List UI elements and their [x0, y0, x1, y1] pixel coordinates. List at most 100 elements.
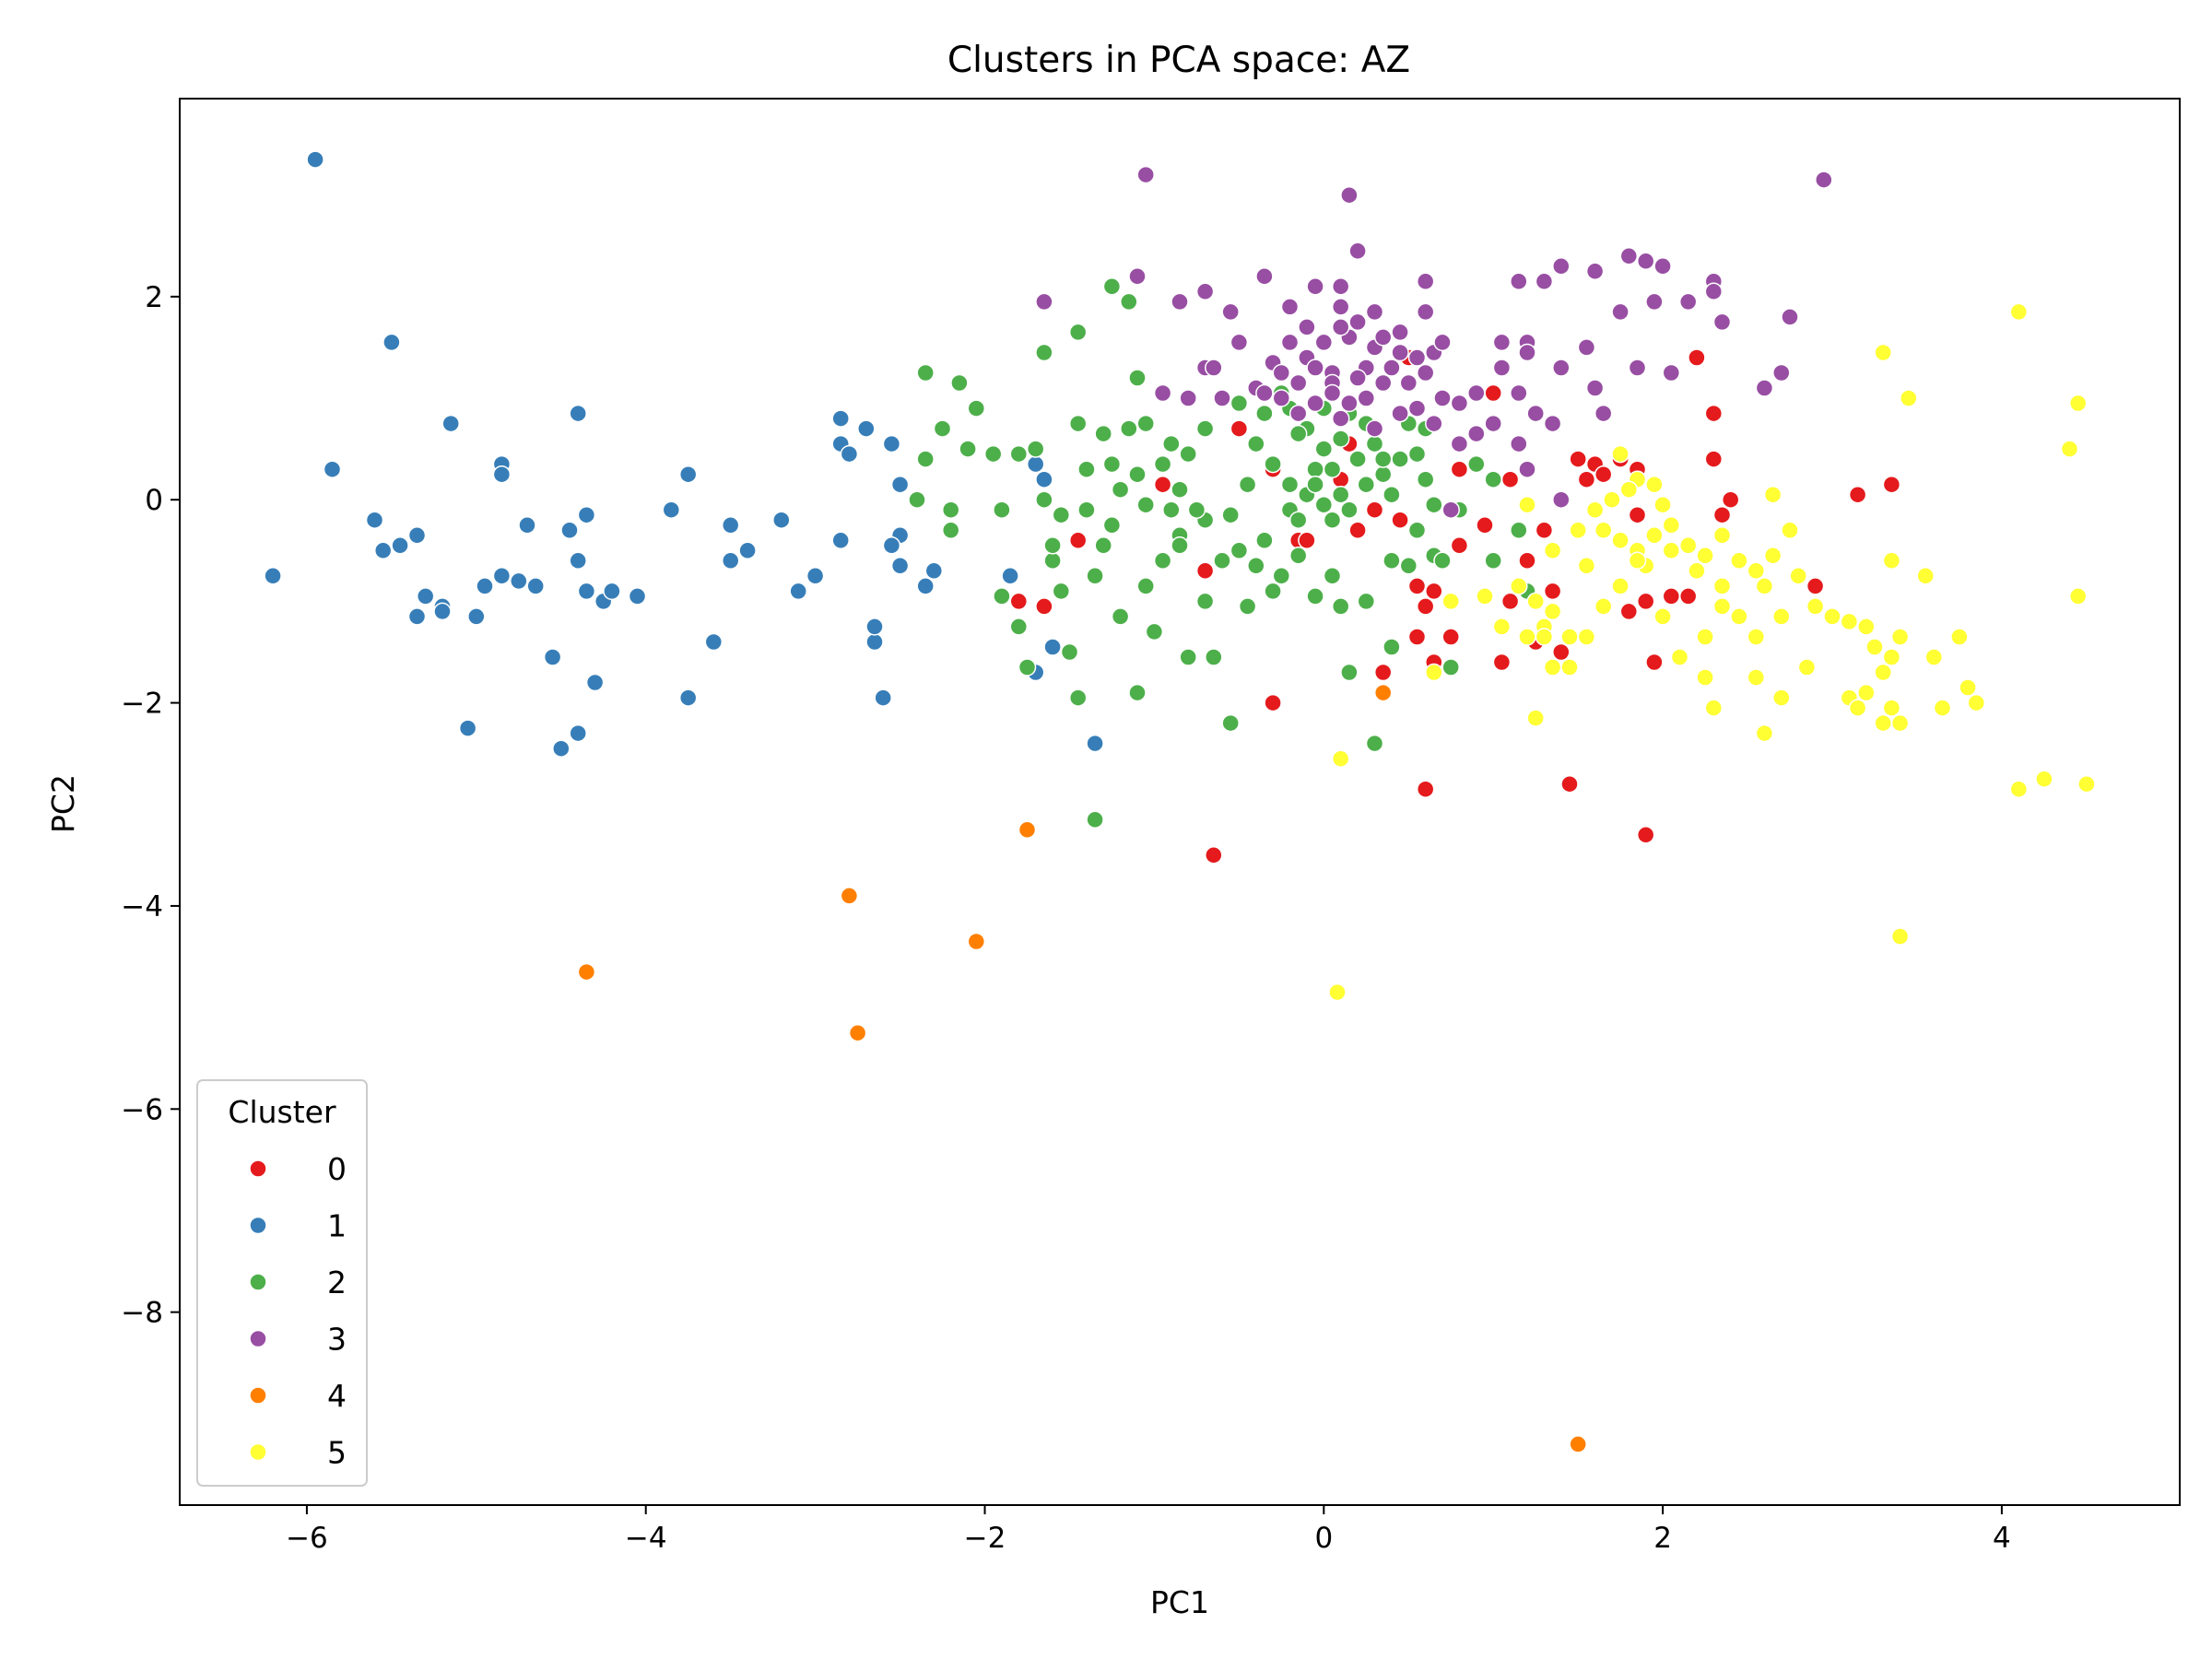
point-cluster-3	[1179, 389, 1197, 407]
point-cluster-0	[1416, 597, 1435, 616]
point-cluster-2	[1162, 500, 1181, 519]
point-cluster-2	[1102, 516, 1122, 535]
point-cluster-1	[264, 567, 282, 585]
point-cluster-3	[1331, 298, 1350, 316]
point-cluster-1	[865, 618, 884, 636]
point-cluster-1	[585, 673, 605, 692]
point-cluster-5	[1662, 516, 1681, 535]
legend-label-4: 4	[327, 1378, 347, 1414]
point-cluster-0	[1476, 516, 1494, 535]
x-tick-label: 4	[1993, 1522, 2011, 1555]
point-cluster-1	[543, 648, 562, 666]
point-cluster-3	[1492, 359, 1512, 377]
point-cluster-1	[1035, 470, 1053, 488]
point-cluster-5	[1772, 607, 1791, 626]
point-cluster-5	[1577, 628, 1596, 646]
point-cluster-1	[890, 475, 910, 494]
point-cluster-2	[1136, 577, 1155, 595]
point-cluster-1	[526, 577, 545, 595]
point-cluster-2	[1510, 521, 1528, 540]
legend-marker-5	[249, 1442, 267, 1462]
point-cluster-5	[1763, 547, 1783, 565]
point-cluster-3	[1365, 302, 1384, 322]
point-cluster-2	[1365, 734, 1384, 753]
point-cluster-5	[1526, 592, 1545, 611]
point-cluster-3	[1577, 338, 1596, 357]
point-cluster-0	[1416, 780, 1435, 798]
point-cluster-2	[1288, 511, 1308, 529]
point-cluster-2	[1238, 475, 1257, 494]
point-cluster-5	[1967, 693, 1986, 712]
point-cluster-5	[1628, 551, 1647, 571]
point-cluster-1	[916, 577, 935, 595]
point-cluster-0	[1594, 465, 1613, 484]
point-cluster-2	[1145, 622, 1164, 641]
point-cluster-2	[1221, 713, 1240, 733]
point-cluster-5	[1950, 628, 1969, 646]
point-cluster-3	[1407, 348, 1427, 367]
point-cluster-1	[678, 465, 698, 484]
point-cluster-5	[1789, 567, 1807, 585]
point-cluster-1	[1043, 638, 1062, 656]
legend-title: Cluster	[228, 1094, 336, 1130]
point-cluster-5	[1645, 475, 1664, 494]
point-cluster-3	[1662, 363, 1681, 382]
point-cluster-2	[941, 521, 960, 540]
point-cluster-5	[1755, 577, 1774, 595]
point-cluster-1	[738, 541, 757, 560]
point-cluster-0	[1035, 597, 1053, 616]
point-cluster-2	[1255, 531, 1274, 550]
point-cluster-1	[857, 419, 876, 438]
point-cluster-2	[1128, 465, 1147, 484]
point-cluster-2	[1171, 480, 1189, 499]
y-tick-label: −2	[121, 688, 163, 721]
point-cluster-0	[1348, 521, 1367, 540]
point-cluster-0	[1645, 653, 1664, 672]
point-cluster-5	[1653, 607, 1672, 626]
point-cluster-1	[628, 587, 647, 606]
point-cluster-2	[1382, 638, 1401, 656]
point-cluster-1	[560, 521, 579, 540]
x-tick-label: −2	[964, 1522, 1006, 1555]
point-cluster-1	[1086, 734, 1104, 753]
point-cluster-3	[1272, 389, 1291, 407]
points-layer	[264, 150, 2096, 1453]
point-cluster-1	[772, 511, 791, 529]
point-cluster-2	[1306, 587, 1324, 606]
point-cluster-0	[1704, 450, 1724, 468]
point-cluster-3	[1255, 267, 1274, 286]
x-tick-label: −4	[625, 1522, 667, 1555]
point-cluster-5	[1611, 577, 1630, 595]
point-cluster-3	[1594, 404, 1613, 423]
point-cluster-1	[577, 505, 596, 524]
point-cluster-5	[1900, 389, 1918, 407]
point-cluster-3	[1535, 272, 1554, 291]
point-cluster-2	[1306, 460, 1324, 478]
point-cluster-5	[1696, 547, 1714, 565]
point-cluster-5	[1577, 557, 1596, 575]
point-cluster-3	[1348, 312, 1367, 332]
point-cluster-1	[416, 587, 435, 606]
point-cluster-3	[1433, 389, 1452, 407]
point-cluster-1	[789, 582, 807, 601]
legend-marker-2	[249, 1273, 267, 1291]
point-cluster-5	[1797, 658, 1817, 677]
point-cluster-2	[1314, 495, 1334, 514]
point-cluster-3	[1280, 298, 1300, 316]
point-cluster-3	[1772, 363, 1791, 382]
point-cluster-3	[1255, 383, 1274, 403]
point-cluster-1	[577, 582, 596, 601]
legend-box	[196, 1079, 368, 1487]
point-cluster-5	[1560, 658, 1579, 677]
point-cluster-3	[1221, 302, 1240, 322]
point-cluster-3	[1357, 389, 1376, 407]
point-cluster-0	[1636, 826, 1655, 844]
point-cluster-2	[1484, 470, 1502, 488]
point-cluster-5	[2009, 302, 2029, 322]
point-cluster-2	[1340, 500, 1359, 519]
point-cluster-3	[1331, 409, 1350, 428]
point-cluster-3	[1373, 373, 1393, 393]
point-cluster-3	[1205, 359, 1223, 377]
point-cluster-2	[1009, 618, 1029, 636]
